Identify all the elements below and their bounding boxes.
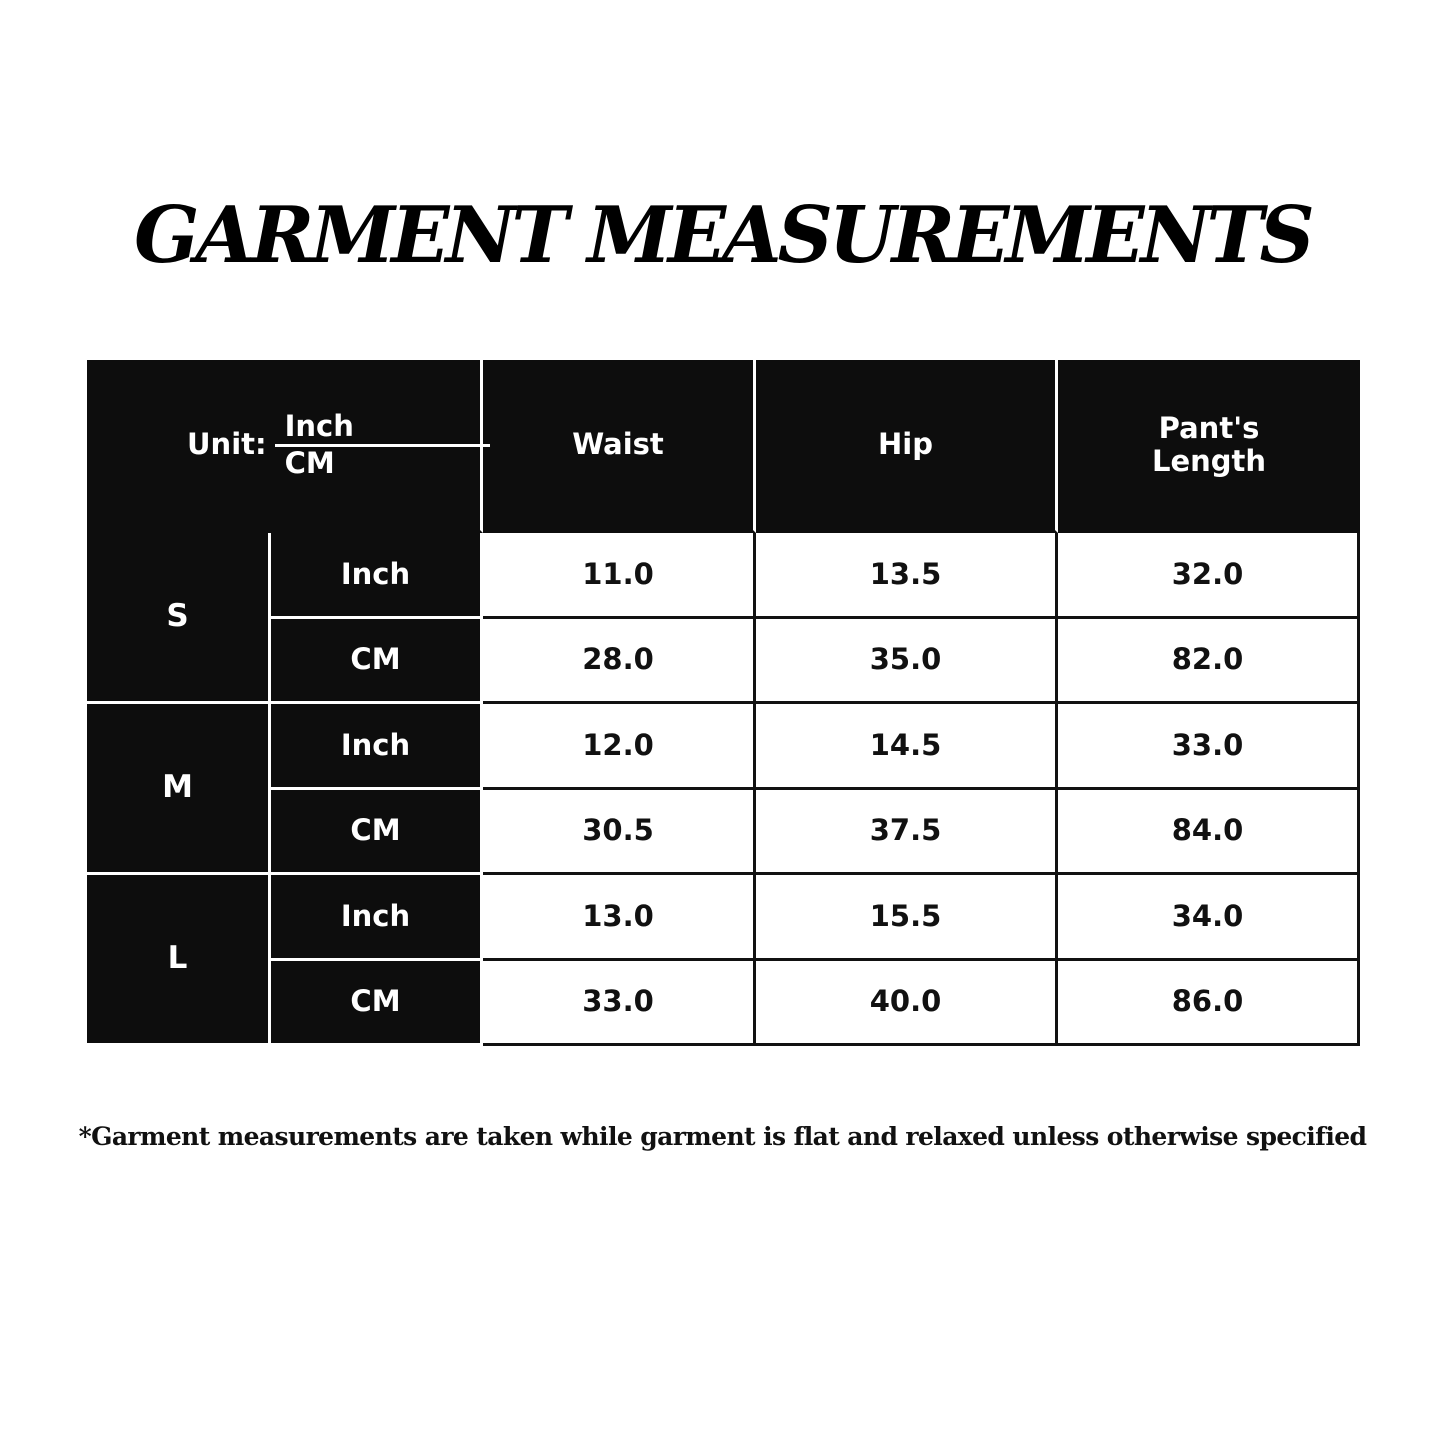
value-cell: 30.5 <box>483 789 756 875</box>
size-chart-table: Unit: Inch CM Waist Hip Pant's Length S … <box>87 360 1360 1046</box>
header-hip: Hip <box>756 360 1058 533</box>
value-cell: 40.0 <box>756 960 1058 1046</box>
value-cell: 33.0 <box>483 960 756 1046</box>
unit-top: Inch <box>274 409 490 447</box>
value-cell: 34.0 <box>1058 875 1360 961</box>
size-s: S <box>87 533 271 704</box>
value-cell: 84.0 <box>1058 789 1360 875</box>
page-title: GARMENT MEASUREMENTS <box>134 190 1315 281</box>
value-cell: 13.5 <box>756 533 1058 619</box>
value-cell: 33.0 <box>1058 704 1360 790</box>
unit-cell: CM <box>271 618 483 704</box>
value-cell: 37.5 <box>756 789 1058 875</box>
value-cell: 86.0 <box>1058 960 1360 1046</box>
unit-cell: CM <box>271 789 483 875</box>
unit-cell: Inch <box>271 533 483 619</box>
unit-fraction: Inch CM <box>274 409 490 480</box>
unit-header-cell: Unit: Inch CM <box>87 360 490 533</box>
size-m: M <box>87 704 271 875</box>
size-l: L <box>87 875 271 1046</box>
value-cell: 82.0 <box>1058 618 1360 704</box>
value-cell: 35.0 <box>756 618 1058 704</box>
footnote: *Garment measurements are taken while ga… <box>78 1122 1367 1151</box>
value-cell: 12.0 <box>483 704 756 790</box>
value-cell: 11.0 <box>483 533 756 619</box>
unit-cell: Inch <box>271 704 483 790</box>
value-cell: 13.0 <box>483 875 756 961</box>
unit-label: Unit: <box>187 427 267 462</box>
value-cell: 15.5 <box>756 875 1058 961</box>
value-cell: 28.0 <box>483 618 756 704</box>
unit-cell: CM <box>271 960 483 1046</box>
header-waist: Waist <box>483 360 756 533</box>
value-cell: 32.0 <box>1058 533 1360 619</box>
unit-bottom: CM <box>284 445 335 480</box>
header-pants-length: Pant's Length <box>1058 360 1360 533</box>
value-cell: 14.5 <box>756 704 1058 790</box>
unit-cell: Inch <box>271 875 483 961</box>
